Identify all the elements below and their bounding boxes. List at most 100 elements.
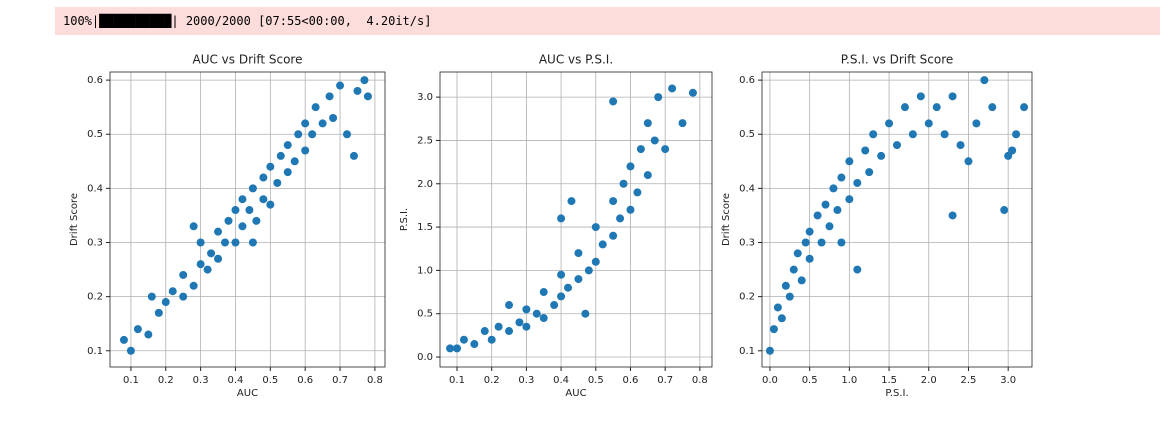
point	[567, 197, 576, 206]
point	[861, 146, 870, 155]
x-tick-label: 3.0	[1000, 375, 1016, 386]
chart-title: AUC vs P.S.I.	[539, 53, 613, 67]
point	[259, 195, 268, 204]
point	[574, 249, 583, 258]
point	[688, 88, 697, 97]
x-tick-label: 1.0	[841, 375, 857, 386]
y-axis-label: Drift Score	[721, 193, 732, 246]
point	[619, 179, 628, 188]
point	[480, 327, 489, 336]
x-axis-label: AUC	[237, 388, 258, 399]
y-tick-label: 0.3	[739, 238, 755, 249]
y-tick-label: 0.6	[739, 75, 755, 86]
plot-frame	[761, 71, 1033, 368]
y-tick-label: 0.1	[87, 346, 103, 357]
point	[591, 223, 600, 232]
point	[581, 309, 590, 318]
point	[781, 281, 790, 290]
y-tick-label: 0.2	[87, 292, 103, 303]
x-tick-label: 0.1	[123, 375, 139, 386]
point	[290, 157, 299, 166]
point	[196, 260, 205, 269]
point	[609, 197, 618, 206]
point	[360, 76, 369, 85]
point	[301, 119, 310, 128]
y-tick-label: 0.5	[87, 129, 103, 140]
point	[266, 200, 275, 209]
point	[805, 254, 814, 263]
point	[932, 103, 941, 112]
point	[825, 222, 834, 231]
point	[214, 227, 223, 236]
point	[557, 292, 566, 301]
point	[609, 97, 618, 106]
x-tick-label: 0.3	[518, 375, 534, 386]
point	[283, 168, 292, 177]
point	[793, 249, 802, 258]
point	[126, 346, 135, 355]
x-axis-label: AUC	[565, 388, 586, 399]
point	[769, 325, 778, 334]
y-tick-label: 1.0	[417, 265, 433, 276]
point	[363, 92, 372, 101]
x-tick-label: 0.5	[802, 375, 818, 386]
point	[817, 238, 826, 247]
point	[1000, 206, 1009, 215]
y-tick-label: 0.5	[739, 129, 755, 140]
point	[273, 178, 282, 187]
point	[805, 227, 814, 236]
point	[633, 188, 642, 197]
point	[539, 314, 548, 323]
y-tick-label: 2.0	[417, 179, 433, 190]
point	[353, 86, 362, 95]
point	[189, 222, 198, 231]
point	[522, 305, 531, 314]
point	[789, 265, 798, 274]
point	[908, 130, 917, 139]
x-tick-label: 0.6	[297, 375, 313, 386]
x-tick-label: 0.8	[367, 375, 383, 386]
x-axis-label: P.S.I.	[885, 388, 908, 399]
point	[522, 322, 531, 331]
point	[609, 231, 618, 240]
point	[133, 325, 142, 334]
x-tick-label: 0.4	[228, 375, 244, 386]
y-tick-label: 2.5	[417, 135, 433, 146]
point	[829, 184, 838, 193]
point	[765, 346, 774, 355]
point	[349, 151, 358, 160]
x-tick-label: 0.1	[449, 375, 465, 386]
point	[845, 157, 854, 166]
point	[505, 301, 514, 310]
y-tick-label: 0.4	[739, 183, 755, 194]
point	[154, 308, 163, 317]
progress-bar: 100%|██████████| 2000/2000 [07:55<00:00,…	[55, 7, 1160, 35]
y-tick-label: 0.4	[87, 183, 103, 194]
point	[446, 344, 455, 353]
x-tick-label: 0.0	[762, 375, 778, 386]
point	[283, 141, 292, 150]
point	[837, 238, 846, 247]
point	[203, 265, 212, 274]
point	[252, 216, 261, 225]
point	[343, 130, 352, 139]
x-tick-label: 0.7	[657, 375, 673, 386]
point	[1012, 130, 1021, 139]
chart-title: AUC vs Drift Score	[192, 53, 302, 67]
point	[532, 309, 541, 318]
point	[584, 266, 593, 275]
point	[616, 214, 625, 223]
plot-frame	[109, 71, 386, 368]
point	[238, 195, 247, 204]
point	[301, 146, 310, 155]
point	[777, 314, 786, 323]
y-axis-label: Drift Score	[69, 193, 80, 246]
point	[900, 103, 909, 112]
point	[797, 276, 806, 285]
x-tick-label: 0.5	[262, 375, 278, 386]
point	[557, 270, 566, 279]
point	[308, 130, 317, 139]
point	[318, 119, 327, 128]
point	[643, 119, 652, 128]
